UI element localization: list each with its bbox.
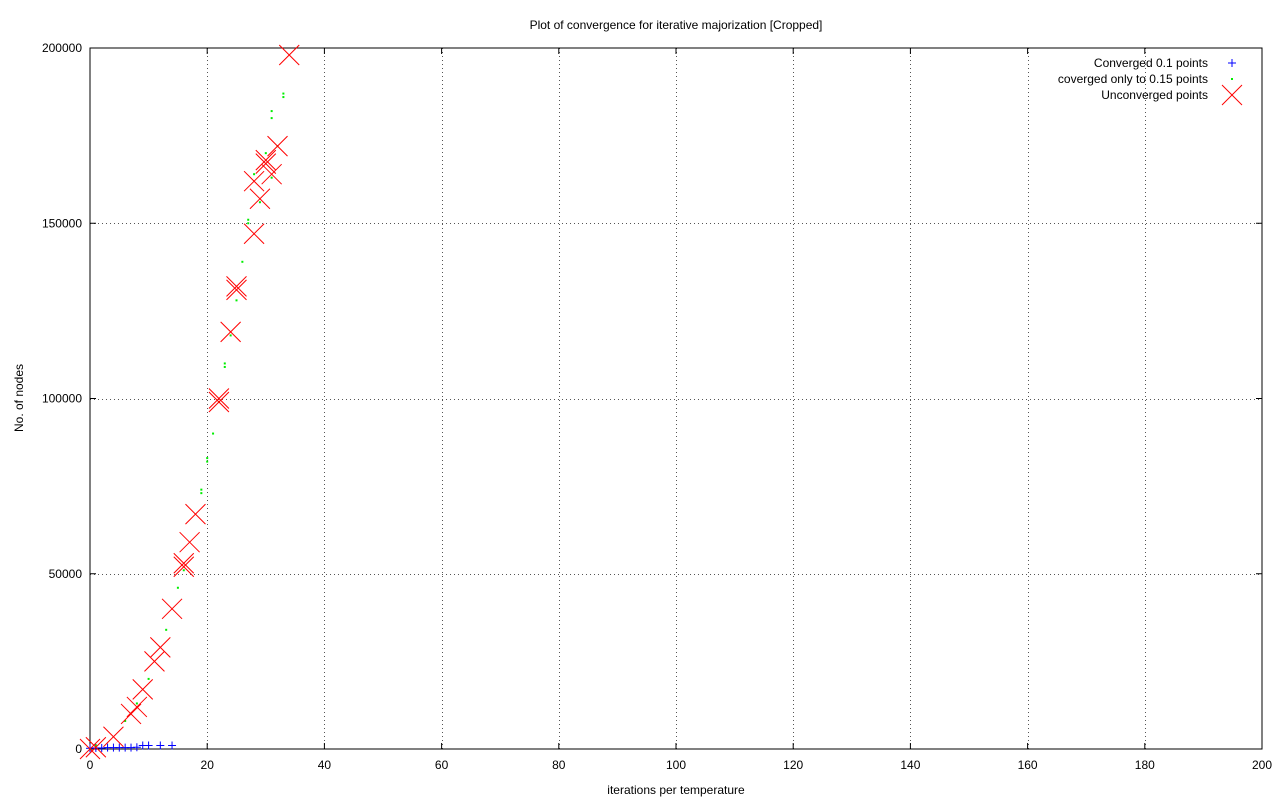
data-point-dot [135, 702, 138, 705]
data-point-dot [223, 362, 226, 365]
data-point-cross [173, 556, 195, 578]
x-tick-label: 0 [87, 758, 94, 772]
data-point-cross [261, 163, 283, 185]
data-point-cross [132, 679, 154, 700]
y-axis-label: No. of nodes [12, 364, 26, 432]
data-point-cross [185, 503, 206, 525]
y-tick-label: 0 [75, 742, 82, 756]
x-tick-label: 200 [1252, 758, 1272, 772]
x-tick-label: 100 [666, 758, 686, 772]
data-point-dot [206, 460, 209, 463]
axis-ticks: 0 20 40 60 80 100 120 140 160 180 200 0 50000 100000 1… [42, 41, 1272, 772]
x-tick-label: 60 [435, 758, 449, 772]
data-point-cross [255, 153, 277, 175]
data-point-dot [235, 299, 238, 302]
data-point-dot [270, 110, 273, 113]
data-point-cross [126, 696, 148, 718]
x-tick-label: 160 [1018, 758, 1038, 772]
legend-label: Unconverged points [1101, 88, 1208, 102]
data-point-cross [208, 388, 230, 409]
data-point-cross [249, 188, 271, 210]
data-point-cross [85, 736, 107, 758]
data-point-cross [243, 170, 265, 192]
x-tick-label: 40 [318, 758, 332, 772]
data-point-dot [147, 677, 150, 680]
data-point-cross [208, 391, 230, 413]
legend-label: coverged only to 0.15 points [1058, 72, 1208, 86]
data-point-dot [176, 586, 179, 589]
data-point-dot [247, 222, 250, 225]
data-point-dot [200, 488, 203, 491]
data-point-plus [156, 741, 165, 750]
data-point-dot [200, 492, 203, 495]
data-point-dot [212, 432, 215, 435]
data-point-dot [223, 365, 226, 368]
grid-lines [90, 48, 1262, 749]
data-point-cross [103, 726, 124, 748]
y-tick-label: 50000 [49, 567, 83, 581]
data-point-dot [270, 117, 273, 120]
data-point-dot [264, 152, 267, 155]
data-point-cross [226, 275, 247, 297]
legend-sample-cross [1221, 84, 1243, 106]
data-point-dot [206, 457, 209, 460]
y-tick-label: 100000 [42, 392, 82, 406]
data-point-dot [165, 628, 168, 631]
legend: Converged 0.1 points coverged only to 0.1… [1058, 56, 1243, 106]
data-point-plus [132, 743, 141, 752]
x-tick-label: 180 [1135, 758, 1155, 772]
data-point-dot [258, 201, 261, 204]
data-point-dot [282, 96, 285, 99]
data-point-cross [267, 135, 288, 157]
data-point-dot [241, 260, 244, 263]
data-point-dot [229, 334, 232, 337]
data-point-cross [144, 651, 165, 672]
x-tick-label: 140 [900, 758, 920, 772]
legend-sample-dot [1231, 78, 1233, 80]
data-point-cross [149, 637, 171, 658]
data-point-cross [173, 552, 195, 574]
legend-sample-plus [1228, 59, 1236, 67]
data-point-cross [226, 279, 247, 301]
x-axis-label: iterations per temperature [607, 783, 745, 797]
data-point-dot [282, 92, 285, 95]
data-point-cross [220, 321, 241, 343]
y-tick-label: 150000 [42, 216, 82, 230]
data-point-cross [161, 598, 183, 620]
data-point-dot [124, 719, 127, 722]
x-tick-label: 20 [201, 758, 215, 772]
data-point-dot [94, 744, 97, 747]
chart-title: Plot of convergence for iterative majori… [530, 18, 823, 32]
data-point-plus [144, 741, 153, 750]
data-point-cross [255, 149, 277, 171]
data-point-cross [243, 223, 265, 245]
data-point-dot [253, 173, 256, 176]
data-point-dot [247, 218, 250, 221]
y-tick-label: 200000 [42, 41, 82, 55]
data-point-dot [182, 569, 185, 572]
data-point-dot [270, 176, 273, 179]
data-point-cross [179, 531, 200, 553]
legend-label: Converged 0.1 points [1094, 56, 1208, 70]
data-point-cross [79, 738, 101, 760]
x-tick-label: 120 [783, 758, 803, 772]
data-point-cross [278, 44, 300, 66]
x-tick-label: 80 [552, 758, 566, 772]
data-point-plus [168, 741, 177, 750]
data-points [79, 44, 300, 760]
